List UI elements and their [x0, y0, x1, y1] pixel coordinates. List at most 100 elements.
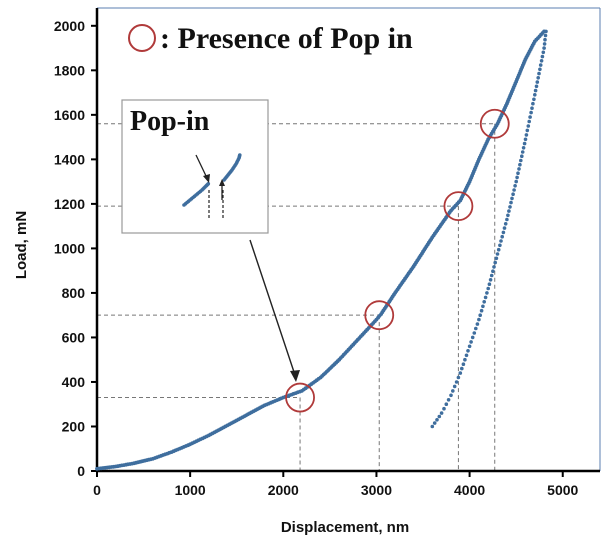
unloading-data-point	[523, 137, 528, 142]
y-axis-title: Load, mN	[13, 211, 30, 279]
unloading-data-point	[543, 37, 547, 42]
unloading-data-point	[514, 179, 518, 184]
unloading-data-point	[472, 331, 477, 335]
unloading-data-point	[542, 46, 546, 50]
unloading-data-point	[495, 252, 500, 256]
unloading-data-point	[449, 393, 453, 398]
unloading-data-point	[540, 54, 545, 59]
unloading-data-point	[496, 247, 501, 252]
y-tick-label: 1000	[54, 240, 85, 256]
unloading-data-point	[460, 366, 464, 371]
unloading-data-point	[442, 406, 446, 411]
unloading-data-point	[508, 205, 512, 209]
unloading-data-point	[502, 226, 507, 230]
unloading-data-point	[488, 278, 493, 282]
unloading-data-point	[509, 200, 513, 205]
unloading-data-point	[477, 317, 481, 322]
unloading-data-point	[479, 308, 484, 313]
y-tick-label: 1800	[54, 62, 85, 78]
unloading-data-point	[446, 398, 451, 402]
unloading-data-point	[533, 93, 537, 97]
unloading-data-point	[452, 384, 457, 389]
unloading-data-point	[539, 59, 544, 63]
inset-arrowhead	[219, 179, 225, 186]
y-tick-label: 400	[62, 374, 86, 390]
x-tick-label: 0	[93, 482, 101, 498]
unloading-data-point	[517, 167, 521, 171]
unloading-data-point	[432, 421, 437, 425]
legend: : Presence of Pop in	[128, 22, 413, 55]
unloading-data-point	[482, 300, 487, 304]
unloading-data-point	[513, 184, 517, 188]
unloading-data-point	[494, 256, 499, 261]
unloading-data-point	[498, 243, 502, 248]
unloading-data-point	[486, 286, 491, 291]
unloading-data-point	[528, 115, 532, 119]
inset-detail	[182, 153, 242, 220]
unloading-data-point	[430, 424, 435, 429]
y-tick-label: 0	[77, 463, 85, 479]
unloading-data-point	[444, 402, 449, 407]
unloading-data-point	[451, 389, 455, 393]
y-axis: 0 200 400 600 800 1000 1200 1400 1600 1800 2000	[54, 8, 99, 479]
y-tick-label: 600	[62, 329, 86, 345]
pop-in-marker	[364, 300, 395, 331]
unloading-data-point	[542, 42, 547, 46]
unloading-data-point	[534, 84, 539, 89]
unloading-data-point	[478, 313, 483, 318]
x-tick-label: 3000	[361, 482, 392, 498]
unloading-series	[430, 29, 548, 429]
pop-in-marker	[443, 191, 474, 222]
inset-box	[121, 99, 269, 234]
unloading-data-point	[522, 141, 527, 146]
y-tick-label: 200	[62, 418, 86, 434]
loading-series	[95, 29, 546, 471]
unloading-data-point	[515, 175, 519, 180]
unloading-data-point	[439, 411, 444, 415]
unloading-data-point	[485, 291, 489, 295]
pop-in-marker	[479, 108, 510, 139]
legend-marker-circle	[128, 24, 156, 52]
unloading-data-point	[492, 265, 496, 269]
unloading-data-point	[543, 33, 548, 38]
y-tick-label: 800	[62, 285, 86, 301]
x-axis-title: Displacement, nm	[281, 519, 409, 536]
x-tick-label: 4000	[454, 482, 485, 498]
unloading-data-point	[538, 67, 542, 72]
unloading-data-point	[544, 29, 548, 34]
unloading-data-point	[469, 340, 473, 344]
unloading-data-point	[491, 269, 495, 274]
unloading-data-point	[532, 97, 536, 102]
legend-text: : Presence of Pop in	[160, 22, 413, 55]
inset-data-point	[206, 182, 211, 186]
unloading-data-point	[454, 380, 459, 384]
unloading-data-point	[521, 146, 526, 150]
unloading-data-point	[500, 234, 505, 239]
unloading-data-point	[525, 128, 530, 133]
unloading-data-point	[533, 88, 538, 93]
unloading-data-point	[531, 101, 535, 106]
unloading-data-point	[501, 230, 506, 235]
y-tick-label: 1400	[54, 151, 85, 167]
unloading-data-point	[499, 239, 503, 243]
inset-arrowhead	[203, 174, 210, 183]
unloading-data-point	[470, 335, 475, 340]
x-tick-label: 5000	[547, 482, 578, 498]
pop-in-inset: Pop-in	[121, 99, 300, 382]
unloading-data-point	[493, 260, 498, 265]
unloading-data-point	[512, 188, 516, 192]
unloading-data-point	[536, 76, 540, 80]
unloading-data-point	[475, 322, 480, 326]
pop-in-markers	[285, 108, 510, 413]
y-tick-label: 1200	[54, 196, 85, 212]
unloading-data-point	[437, 414, 442, 419]
unloading-data-point	[516, 171, 520, 175]
unloading-data-point	[467, 344, 472, 349]
unloading-data-point	[526, 124, 531, 128]
unloading-data-point	[487, 282, 492, 287]
inset-pointer-arrow	[249, 239, 297, 379]
unloading-data-point	[458, 371, 463, 375]
unloading-data-point	[464, 353, 469, 358]
pop-in-marker	[285, 382, 315, 413]
x-tick-label: 2000	[268, 482, 299, 498]
